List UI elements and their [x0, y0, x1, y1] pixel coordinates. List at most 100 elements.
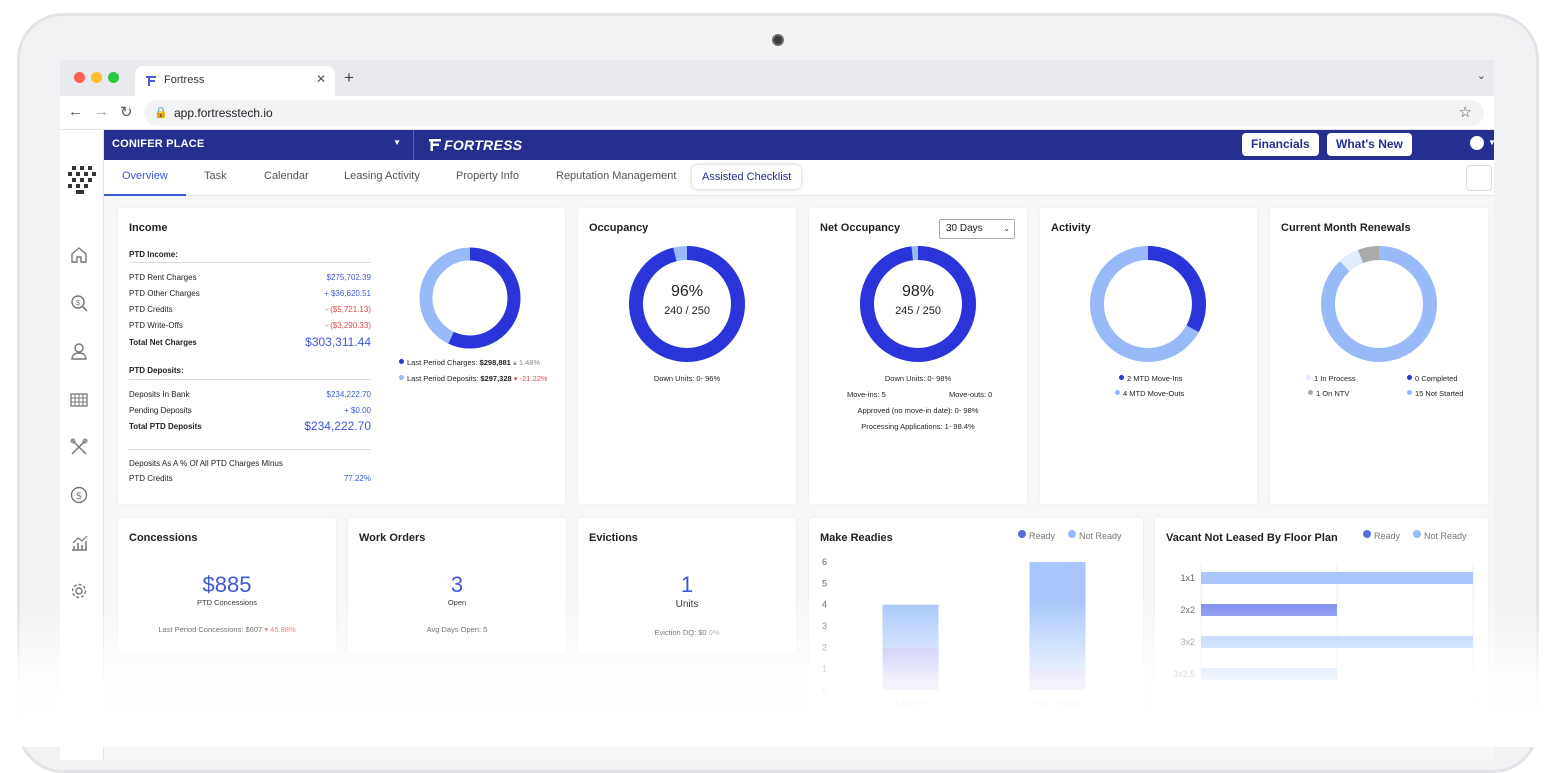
legend-label: Last Period Charges: — [407, 358, 478, 367]
renewals-card: Current Month Renewals 1 In Process 0 Co… — [1270, 208, 1488, 504]
legend-move-ins: 2 MTD Move-Ins — [1119, 374, 1182, 383]
period-value: 30 Days — [946, 223, 983, 234]
address-bar[interactable]: 🔒 app.fortresstech.io ☆ — [144, 100, 1484, 126]
foot-label: Last Period Concessions: $607 — [158, 625, 263, 634]
row-label: Deposits In Bank — [129, 390, 190, 399]
deposit-pct-row: PTD Credits 77.22% — [129, 474, 371, 483]
property-selector[interactable]: CONIFER PLACE ▼ — [104, 130, 414, 160]
assisted-checklist-button[interactable]: Assisted Checklist — [692, 165, 802, 189]
bar-not-ready — [1201, 636, 1473, 648]
processing-applications: Processing Applications: 1- 98.4% — [861, 422, 975, 431]
tab-reputation-management[interactable]: Reputation Management — [556, 170, 677, 182]
legend-on-ntv: 1 On NTV — [1308, 389, 1349, 398]
income-row: PTD Other Charges + $36,620.51 — [129, 289, 371, 298]
move-ins: Move-ins: 5 — [847, 390, 886, 399]
home-icon[interactable] — [69, 245, 89, 265]
tab-task[interactable]: Task — [204, 170, 227, 182]
fortress-favicon-icon — [146, 76, 156, 86]
income-card: Income PTD Income: PTD Rent Charges $275,… — [118, 208, 565, 504]
close-window-button[interactable] — [74, 72, 85, 83]
legend-dot — [399, 359, 404, 364]
donut-arc-occupied — [629, 246, 745, 362]
fortress-mark-icon — [429, 139, 441, 151]
donut-arc-move-ins — [1090, 246, 1206, 362]
legend-in-process: 1 In Process — [1306, 374, 1356, 383]
legend-not-ready: Not Ready — [1068, 530, 1122, 541]
down-units: Down Units: 0- 98% — [884, 374, 952, 383]
card-title: Vacant Not Leased By Floor Plan — [1166, 532, 1338, 544]
financials-button[interactable]: Financials — [1242, 133, 1319, 156]
total-ptd-deposits-row: Total PTD Deposits $234,222.70 — [129, 419, 371, 433]
donut-track — [1321, 246, 1437, 362]
card-title: Evictions — [589, 532, 638, 544]
row-value: 77.22% — [343, 474, 371, 483]
fortress-logo-icon[interactable] — [65, 163, 99, 197]
row-value: $234,222.70 — [326, 390, 372, 399]
bar-not-ready — [1029, 562, 1086, 669]
income-row: PTD Credits - ($5,721.13) — [129, 305, 371, 314]
period-select[interactable]: 30 Days ⌄ — [939, 219, 1015, 239]
card-title: Occupancy — [589, 222, 649, 234]
tab-overview[interactable]: Overview — [122, 170, 168, 182]
tab-close-icon[interactable]: ✕ — [315, 72, 326, 86]
tab-property-info[interactable]: Property Info — [456, 170, 519, 182]
settings-gear-icon[interactable] — [69, 581, 89, 601]
tools-icon[interactable] — [69, 437, 89, 457]
user-avatar-icon[interactable] — [1470, 136, 1484, 150]
legend-dot — [1018, 530, 1026, 538]
dollar-icon[interactable]: $ — [69, 485, 89, 505]
reload-icon[interactable]: ↻ — [120, 104, 133, 121]
card-title: Net Occupancy — [820, 222, 901, 234]
deposit-pct-label: Deposits As A % Of All PTD Charges Minus — [129, 459, 283, 468]
browser-toolbar: ← → ↻ 🔒 app.fortresstech.io ☆ — [60, 96, 1494, 130]
screen: Fortress ✕ + ⌄ ← → ↻ 🔒 app.fortresstech.… — [60, 60, 1494, 760]
whats-new-button[interactable]: What's New — [1327, 133, 1412, 156]
user-icon[interactable] — [69, 341, 89, 361]
row-value: + $36,620.51 — [324, 289, 371, 298]
new-tab-icon[interactable]: + — [344, 68, 354, 87]
tab-title: Fortress — [164, 74, 205, 86]
legend-label: Last Period Deposits: — [407, 374, 479, 383]
legend-label: 0 Completed — [1415, 374, 1458, 383]
legend-move-outs: 4 MTD Move-Outs — [1115, 389, 1184, 398]
tab-leasing-activity[interactable]: Leasing Activity — [344, 170, 420, 182]
maximize-window-button[interactable] — [108, 72, 119, 83]
occupancy-card: Occupancy 96% 240 / 250 Down Units: 0- 9… — [578, 208, 796, 504]
avg-days-open: Avg Days Open: 5 — [426, 625, 488, 634]
tab-calendar[interactable]: Calendar — [264, 170, 309, 182]
forward-arrow-icon[interactable]: → — [94, 103, 109, 120]
row-label: Total PTD Deposits — [129, 422, 202, 431]
browser-tab[interactable]: Fortress ✕ — [135, 66, 335, 96]
row-value: - ($5,721.13) — [325, 305, 371, 314]
tab-menu-chevron-icon[interactable]: ⌄ — [1476, 70, 1486, 82]
back-arrow-icon[interactable]: ← — [68, 103, 83, 120]
legend-not-ready: Not Ready — [1413, 530, 1467, 541]
row-value: $303,311.44 — [305, 335, 371, 349]
card-title: Work Orders — [359, 532, 426, 544]
bar-not-ready — [882, 604, 939, 648]
caret-down-icon[interactable]: ▼ — [1488, 138, 1494, 147]
left-sidebar: $ $ — [60, 130, 104, 760]
x-tick-label: 0 — [1198, 698, 1203, 708]
card-title: Make Readies — [820, 532, 893, 544]
app: $ $ CONIFER PLACE ▼ FORTRESS Financials … — [60, 130, 1494, 760]
bar-ready — [1029, 668, 1086, 690]
chevron-down-icon: ⌄ — [1003, 224, 1010, 233]
reports-chart-icon[interactable] — [69, 533, 89, 553]
net-occupancy-ratio: 245 / 250 — [895, 305, 941, 317]
panel-toggle-icon[interactable] — [1466, 165, 1492, 191]
occupancy-percent: 96% — [670, 283, 704, 300]
renewals-donut-chart — [1321, 246, 1437, 362]
make-readies-card: Make Readies Ready Not Ready 0 1 2 3 4 5 6 Leas… — [809, 518, 1143, 718]
leasing-search-icon[interactable]: $ — [69, 293, 89, 313]
total-net-charges-row: Total Net Charges $303,311.44 — [129, 335, 371, 349]
bar-ready — [1201, 604, 1337, 616]
minimize-window-button[interactable] — [91, 72, 102, 83]
legend-ready: Ready — [1018, 530, 1055, 541]
bookmark-star-icon[interactable]: ☆ — [1458, 104, 1472, 121]
occupancy-center: 96% 240 / 250 — [637, 283, 737, 317]
foot-change: 45.88% — [270, 625, 296, 634]
lock-icon: 🔒 — [154, 107, 168, 119]
building-icon[interactable] — [69, 389, 89, 409]
x-tick-label: Not Leased — [1034, 698, 1080, 708]
